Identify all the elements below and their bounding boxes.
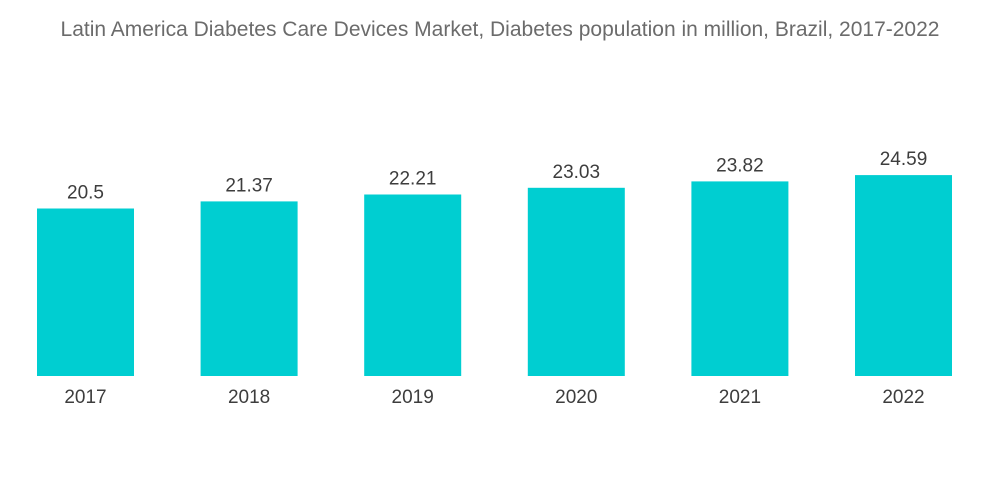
bar-2020 — [527, 187, 625, 376]
value-label-2021: 23.82 — [716, 155, 764, 176]
value-label-2022: 24.59 — [880, 149, 928, 170]
x-tick-2020: 2020 — [555, 387, 597, 408]
value-label-2017: 20.5 — [67, 183, 104, 204]
bar-2022 — [855, 175, 952, 376]
value-label-2018: 21.37 — [225, 175, 273, 196]
bar-2017 — [37, 208, 134, 376]
x-tick-2018: 2018 — [228, 387, 270, 408]
value-labels-group: 20.5 21.37 22.21 23.03 23.82 24.59 — [67, 149, 927, 203]
x-tick-2021: 2021 — [719, 387, 761, 408]
x-tick-2019: 2019 — [392, 387, 434, 408]
x-axis-ticks: 2017 2018 2019 2020 2021 2022 — [64, 387, 924, 408]
bar-2019 — [364, 194, 462, 376]
chart-title: Latin America Diabetes Care Devices Mark… — [60, 18, 940, 41]
bars-group — [37, 175, 952, 376]
value-label-2019: 22.21 — [389, 169, 437, 190]
x-tick-2017: 2017 — [64, 387, 106, 408]
x-tick-2022: 2022 — [882, 387, 924, 408]
value-label-2020: 23.03 — [553, 162, 601, 183]
bar-2018 — [200, 201, 298, 376]
bar-2021 — [691, 181, 789, 376]
